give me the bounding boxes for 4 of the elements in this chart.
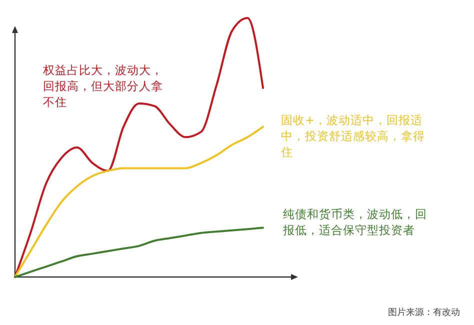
annotation: 权益占比大，波动大，回报高，但大部分人拿不住 (42, 63, 163, 110)
text: 固收+，波动适中，回报适中，投资舒适感较高，拿得住 (280, 113, 425, 160)
text: 图片来源：有改动 (388, 307, 460, 318)
text: 纯债和货币类，波动低，回报低，适合保守型投资者 (282, 207, 427, 238)
